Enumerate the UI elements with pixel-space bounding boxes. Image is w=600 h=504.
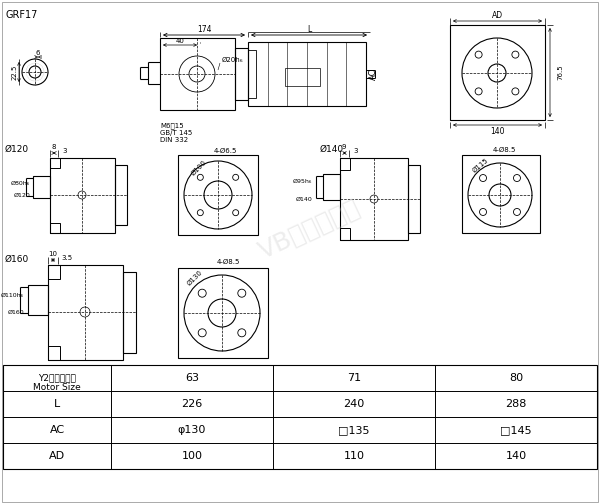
Bar bbox=[50, 223, 60, 233]
Text: Ø160: Ø160 bbox=[7, 309, 24, 314]
Text: Ø120: Ø120 bbox=[13, 193, 30, 198]
Bar bbox=[160, 38, 235, 110]
Bar bbox=[178, 268, 268, 358]
Text: Ø100: Ø100 bbox=[190, 159, 208, 177]
Text: Ø80h₆: Ø80h₆ bbox=[11, 180, 30, 185]
Text: 288: 288 bbox=[505, 399, 527, 409]
Text: 80: 80 bbox=[509, 373, 523, 383]
Text: 110: 110 bbox=[343, 451, 365, 461]
Text: 100: 100 bbox=[182, 451, 203, 461]
Text: □145: □145 bbox=[500, 425, 532, 435]
Bar bbox=[323, 174, 340, 200]
Bar bbox=[408, 165, 420, 233]
Text: Ø140: Ø140 bbox=[320, 145, 344, 154]
Text: □135: □135 bbox=[338, 425, 370, 435]
Bar bbox=[48, 265, 60, 279]
Text: 71: 71 bbox=[347, 373, 361, 383]
Text: 240: 240 bbox=[343, 399, 365, 409]
Text: φ130: φ130 bbox=[178, 425, 206, 435]
Bar bbox=[235, 48, 248, 100]
Text: 4-Ø6.5: 4-Ø6.5 bbox=[214, 148, 237, 154]
Text: 9: 9 bbox=[342, 144, 346, 150]
Text: M6深15
GB/T 145
DIN 332: M6深15 GB/T 145 DIN 332 bbox=[160, 122, 192, 143]
Bar bbox=[115, 165, 127, 225]
Bar bbox=[3, 365, 597, 469]
Text: Ø120: Ø120 bbox=[5, 145, 29, 154]
Text: Ø160: Ø160 bbox=[5, 255, 29, 264]
Text: 174: 174 bbox=[197, 25, 211, 33]
Bar bbox=[248, 50, 256, 98]
Bar bbox=[50, 158, 115, 233]
Text: AC: AC bbox=[368, 68, 377, 80]
Text: L: L bbox=[307, 25, 311, 33]
Text: GRF17: GRF17 bbox=[5, 10, 37, 20]
Text: 10: 10 bbox=[49, 251, 58, 257]
Text: Y2电机机座号: Y2电机机座号 bbox=[38, 373, 76, 383]
Text: Ø95h₆: Ø95h₆ bbox=[293, 178, 312, 183]
Text: VB客户端特门: VB客户端特门 bbox=[256, 196, 365, 264]
Text: 3: 3 bbox=[62, 148, 67, 154]
Bar bbox=[450, 25, 545, 120]
Text: Ø140: Ø140 bbox=[295, 197, 312, 202]
Text: Ø20h₆: Ø20h₆ bbox=[222, 57, 244, 63]
Bar bbox=[28, 285, 48, 315]
Text: 4-Ø8.5: 4-Ø8.5 bbox=[217, 259, 240, 265]
Text: 226: 226 bbox=[181, 399, 203, 409]
Bar bbox=[340, 228, 350, 240]
Bar bbox=[340, 158, 408, 240]
Text: 3: 3 bbox=[353, 148, 358, 154]
Text: 140: 140 bbox=[490, 127, 504, 136]
Text: Motor Size: Motor Size bbox=[33, 383, 81, 392]
Bar bbox=[248, 42, 366, 106]
Text: AD: AD bbox=[49, 451, 65, 461]
Bar bbox=[285, 68, 320, 86]
Text: 3.5: 3.5 bbox=[61, 255, 72, 261]
Text: AD: AD bbox=[491, 11, 503, 20]
Text: 8: 8 bbox=[52, 144, 56, 150]
Text: 76.5: 76.5 bbox=[557, 64, 563, 80]
Text: Ø115: Ø115 bbox=[471, 157, 489, 173]
Text: 6: 6 bbox=[36, 50, 40, 56]
Bar bbox=[462, 155, 540, 233]
Text: 40: 40 bbox=[176, 38, 184, 44]
Text: L: L bbox=[54, 399, 60, 409]
Bar bbox=[340, 158, 350, 170]
Text: 63: 63 bbox=[185, 373, 199, 383]
Bar bbox=[123, 272, 136, 353]
Bar bbox=[48, 265, 123, 360]
Bar bbox=[178, 155, 258, 235]
Bar bbox=[33, 176, 50, 198]
Text: 140: 140 bbox=[505, 451, 527, 461]
Text: 4-Ø8.5: 4-Ø8.5 bbox=[493, 147, 516, 153]
Bar bbox=[50, 158, 60, 168]
Text: 22.5: 22.5 bbox=[12, 65, 18, 80]
Text: Ø130: Ø130 bbox=[186, 269, 203, 287]
Text: Ø110h₆: Ø110h₆ bbox=[1, 292, 24, 297]
Bar bbox=[48, 346, 60, 360]
Text: AC: AC bbox=[49, 425, 65, 435]
